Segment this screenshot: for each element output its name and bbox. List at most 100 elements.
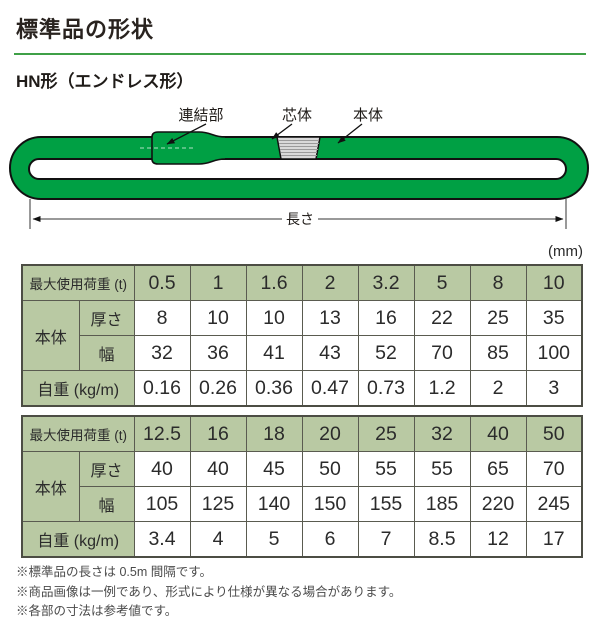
table-row-max-load: 最大使用荷重 (t) 0.5 1 1.6 2 3.2 5 8 10 [21, 264, 583, 301]
connector-outline [151, 131, 226, 165]
core-part [276, 136, 321, 160]
weight-value: 3 [525, 370, 583, 407]
footnote: ※各部の寸法は参考値です。 [16, 604, 178, 618]
weight-label: 自重 (kg/m) [21, 370, 135, 407]
sling-diagram: 連結部 芯体 本体 長さ [9, 107, 589, 229]
spec-table-small-sizes: 最大使用荷重 (t) 0.5 1 1.6 2 3.2 5 8 10 本体 厚さ … [21, 264, 583, 407]
unit-note: (mm) [548, 243, 583, 260]
max-load-value: 25 [357, 415, 415, 452]
width-value: 43 [301, 335, 359, 371]
thickness-value: 8 [133, 300, 191, 336]
weight-value: 4 [189, 521, 247, 558]
thickness-value: 22 [413, 300, 471, 336]
thickness-value: 13 [301, 300, 359, 336]
max-load-value: 10 [525, 264, 583, 301]
footnotes: ※標準品の長さは 0.5m 間隔です。 ※商品画像は一例であり、形式により仕様が… [16, 564, 600, 620]
table-row-width: 幅 105 125 140 150 155 185 220 245 [22, 486, 583, 522]
footnote: ※商品画像は一例であり、形式により仕様が異なる場合があります。 [16, 584, 402, 599]
max-load-value: 1 [189, 264, 247, 301]
max-load-label: 最大使用荷重 (t) [21, 415, 135, 452]
width-value: 125 [189, 486, 247, 522]
weight-value: 7 [357, 521, 415, 558]
max-load-value: 1.6 [245, 264, 303, 301]
weight-value: 6 [301, 521, 359, 558]
body-label: 本体 [353, 107, 383, 124]
max-load-value: 12.5 [133, 415, 191, 452]
thickness-value: 70 [525, 451, 583, 487]
thickness-value: 35 [525, 300, 583, 336]
thickness-label: 厚さ [78, 451, 135, 487]
thickness-value: 55 [413, 451, 471, 487]
core-hatch-lines [279, 140, 319, 156]
thickness-value: 40 [133, 451, 191, 487]
weight-value: 12 [469, 521, 527, 558]
max-load-value: 8 [469, 264, 527, 301]
body-label: 本体 [21, 300, 80, 371]
thickness-value: 16 [357, 300, 415, 336]
thickness-value: 10 [245, 300, 303, 336]
table-row-width: 幅 32 36 41 43 52 70 85 100 [22, 335, 583, 371]
max-load-value: 20 [301, 415, 359, 452]
width-value: 100 [525, 335, 583, 371]
body-label: 本体 [21, 451, 80, 522]
width-value: 85 [469, 335, 527, 371]
max-load-value: 0.5 [133, 264, 191, 301]
width-value: 52 [357, 335, 415, 371]
thickness-label: 厚さ [78, 300, 135, 336]
thickness-value: 50 [301, 451, 359, 487]
weight-value: 0.47 [301, 370, 359, 407]
weight-value: 0.16 [133, 370, 191, 407]
weight-value: 17 [525, 521, 583, 558]
width-value: 41 [245, 335, 303, 371]
weight-value: 8.5 [413, 521, 471, 558]
width-value: 105 [133, 486, 191, 522]
table-row-weight: 自重 (kg/m) 0.16 0.26 0.36 0.47 0.73 1.2 2… [21, 370, 583, 407]
width-value: 32 [133, 335, 191, 371]
max-load-value: 32 [413, 415, 471, 452]
connector-label: 連結部 [178, 107, 223, 124]
width-value: 220 [469, 486, 527, 522]
length-label: 長さ [286, 211, 314, 227]
weight-value: 5 [245, 521, 303, 558]
thickness-value: 10 [189, 300, 247, 336]
weight-value: 0.26 [189, 370, 247, 407]
max-load-value: 40 [469, 415, 527, 452]
width-label: 幅 [78, 335, 135, 371]
max-load-label: 最大使用荷重 (t) [21, 264, 135, 301]
connector-arrow [166, 123, 207, 145]
thickness-value: 40 [189, 451, 247, 487]
weight-value: 1.2 [413, 370, 471, 407]
sling-inner-hole [28, 158, 567, 180]
page-title: 標準品の形状 [16, 17, 155, 42]
max-load-value: 5 [413, 264, 471, 301]
width-value: 36 [189, 335, 247, 371]
weight-value: 2 [469, 370, 527, 407]
max-load-value: 18 [245, 415, 303, 452]
width-value: 150 [301, 486, 359, 522]
footnote: ※標準品の長さは 0.5m 間隔です。 [16, 565, 212, 579]
thickness-value: 55 [357, 451, 415, 487]
core-label: 芯体 [282, 107, 312, 124]
spec-table-large-sizes: 最大使用荷重 (t) 12.5 16 18 20 25 32 40 50 本体 … [21, 415, 583, 558]
table-row-max-load: 最大使用荷重 (t) 12.5 16 18 20 25 32 40 50 [21, 415, 583, 452]
weight-value: 0.73 [357, 370, 415, 407]
body-arrow [337, 123, 363, 144]
weight-value: 3.4 [133, 521, 191, 558]
width-value: 70 [413, 335, 471, 371]
table-row-weight: 自重 (kg/m) 3.4 4 5 6 7 8.5 12 17 [21, 521, 583, 558]
max-load-value: 50 [525, 415, 583, 452]
thickness-value: 45 [245, 451, 303, 487]
thickness-value: 25 [469, 300, 527, 336]
table-row-thickness: 本体 厚さ 40 40 45 50 55 55 65 70 [21, 451, 583, 522]
page-header: 標準品の形状 [14, 12, 586, 55]
max-load-value: 2 [301, 264, 359, 301]
width-value: 155 [357, 486, 415, 522]
weight-label: 自重 (kg/m) [21, 521, 135, 558]
thickness-value: 65 [469, 451, 527, 487]
width-value: 245 [525, 486, 583, 522]
width-label: 幅 [78, 486, 135, 522]
weight-value: 0.36 [245, 370, 303, 407]
table-row-thickness: 本体 厚さ 8 10 10 13 16 22 25 35 [21, 300, 583, 371]
max-load-value: 3.2 [357, 264, 415, 301]
core-arrow [271, 123, 293, 140]
